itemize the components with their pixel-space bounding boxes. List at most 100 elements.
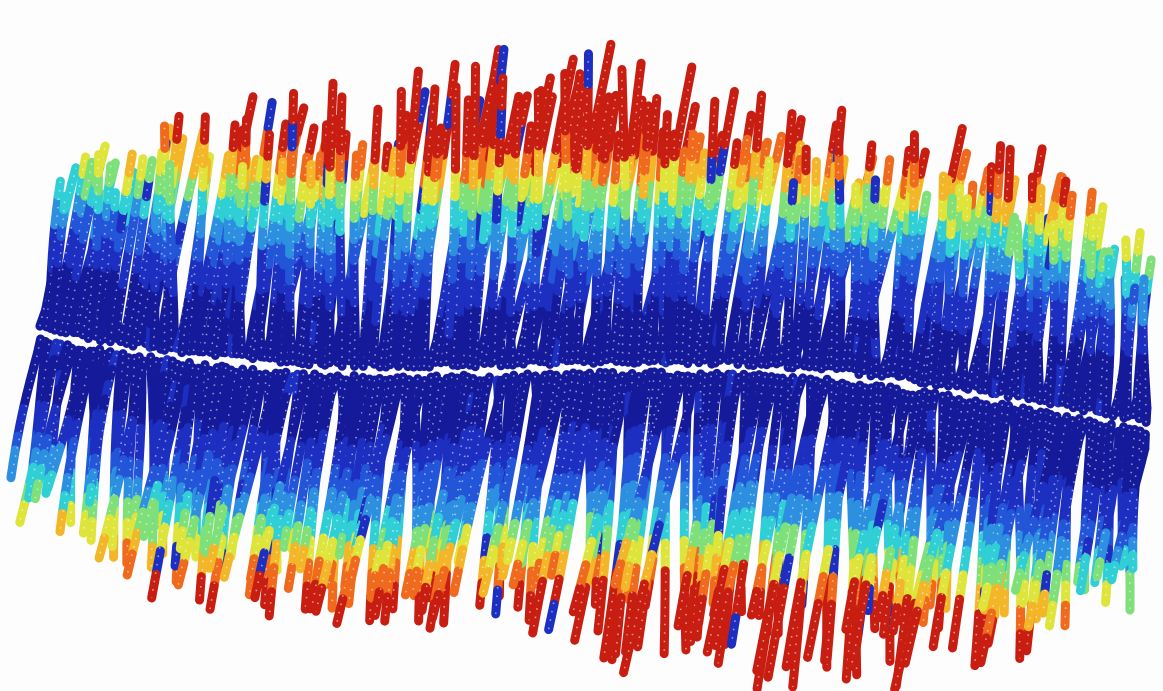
lipid-segment: [1043, 594, 1045, 613]
lipid-segment: [422, 587, 426, 610]
lipid-segment: [999, 146, 1000, 170]
lipid-segment: [924, 195, 927, 213]
lipid-segment: [332, 585, 333, 608]
lipid-segment: [210, 586, 214, 610]
lipid-segment: [48, 475, 52, 489]
lipid-segment: [952, 624, 956, 648]
lipid-segment: [981, 638, 986, 663]
page: (() => { const data = JSON.parse(documen…: [0, 0, 1163, 691]
lipid-segment: [89, 162, 92, 179]
lipid-segment: [800, 469, 806, 499]
lipid-segment: [1015, 573, 1019, 590]
lipid-segment: [283, 124, 286, 147]
lipid-segment: [180, 531, 182, 549]
lipid-segment: [1090, 192, 1092, 213]
lipid-segment: [310, 128, 314, 151]
lipid-segment: [549, 604, 554, 629]
lipid-segment: [552, 555, 556, 575]
lipid-segment: [517, 101, 518, 127]
lipid-segment: [529, 596, 530, 621]
lipid-segment: [547, 97, 553, 124]
lipid-segment: [792, 183, 793, 201]
lipid-segment: [759, 95, 762, 122]
lipid-segment: [1023, 584, 1024, 603]
lipid-segment: [149, 161, 152, 179]
lipid-segment: [478, 143, 483, 174]
lipid-segment: [144, 519, 149, 536]
lipid-segment: [1080, 574, 1083, 590]
lipid-segment: [875, 180, 876, 199]
lipid-segment: [178, 563, 184, 585]
lipid-segment: [316, 588, 322, 611]
lipid-segment: [288, 567, 291, 588]
lipid-segment: [268, 135, 270, 157]
lipid-segment: [1049, 605, 1052, 626]
lipid-segment: [744, 139, 747, 161]
lipid-segment: [1009, 149, 1010, 173]
lipid-segment: [1064, 181, 1066, 203]
lipid-segment: [773, 618, 778, 648]
lipid-segment: [585, 176, 586, 207]
lipid-segment: [789, 528, 794, 558]
lipid-segment: [1040, 188, 1041, 209]
lipid-segment: [468, 100, 469, 127]
lipid-segment: [204, 117, 205, 140]
lipid-segment: [812, 409, 818, 439]
lipid-segment: [933, 622, 937, 647]
lipid-segment: [556, 120, 562, 150]
lipid-segment: [951, 198, 952, 216]
lipid-segment: [957, 129, 962, 154]
lipid-segment: [11, 464, 13, 478]
lipid-segment: [622, 70, 623, 99]
bilayer-image: [0, 0, 1163, 691]
lipid-segment: [716, 619, 722, 646]
lipid-segment: [584, 207, 585, 238]
lipid-segment: [582, 237, 584, 268]
lipid-segment: [1020, 634, 1021, 659]
lipid-segment: [616, 626, 619, 654]
lipid-segment: [448, 95, 452, 125]
lipid-segment: [776, 136, 781, 159]
lipid-segment: [83, 515, 85, 533]
lipid-segment: [768, 647, 773, 677]
lipid-segment: [487, 176, 490, 208]
lipid-segment: [702, 153, 705, 174]
lipid-segment: [879, 596, 883, 618]
lipid-segment: [921, 152, 926, 174]
lipid-segment: [152, 574, 156, 598]
lipid-segment: [795, 498, 801, 528]
lipid-segment: [545, 181, 550, 211]
lipid-segment: [29, 483, 32, 498]
lipid-segment: [713, 101, 715, 127]
lipid-segment: [437, 130, 439, 154]
lipid-segment: [666, 115, 667, 140]
lipid-segment: [518, 584, 520, 607]
lipid-segment: [376, 109, 378, 134]
lipid-segment: [209, 548, 213, 568]
lipid-segment: [827, 632, 829, 659]
lipid-segment: [246, 119, 247, 142]
lipid-segment: [625, 566, 628, 588]
lipid-segment: [685, 623, 686, 650]
lipid-segment: [480, 240, 483, 272]
lipid-segment: [678, 601, 683, 626]
lipid-segment: [655, 99, 657, 125]
lipid-segment: [64, 196, 65, 209]
lipid-segment: [475, 303, 477, 335]
lipid-segment: [1017, 224, 1018, 241]
lipid-segment: [1100, 207, 1103, 227]
lipid-segment: [337, 599, 343, 623]
lipid-segment: [444, 598, 445, 623]
lipid-segment: [691, 134, 693, 157]
lipid-segment: [20, 504, 25, 522]
lipid-segment: [478, 271, 481, 303]
lipid-segment: [200, 577, 202, 600]
lipid-segment: [1133, 288, 1135, 301]
lipid-segment: [496, 590, 498, 614]
lipid-segment: [533, 607, 538, 633]
lipid-segment: [91, 522, 92, 541]
lipid-segment: [587, 115, 588, 146]
lipid-segment: [99, 538, 104, 558]
lipid-segment: [393, 586, 394, 609]
lipid-segment: [233, 125, 235, 148]
